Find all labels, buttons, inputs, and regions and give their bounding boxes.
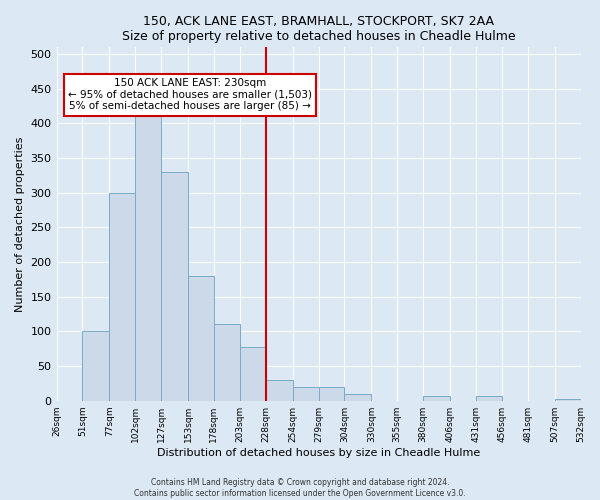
Bar [319,387,344,400]
Bar [293,387,319,400]
Y-axis label: Number of detached properties: Number of detached properties [15,136,25,312]
Bar [240,348,266,401]
Bar [423,396,450,400]
Bar [188,276,214,400]
Bar [214,324,240,400]
Bar [109,192,135,400]
X-axis label: Distribution of detached houses by size in Cheadle Hulme: Distribution of detached houses by size … [157,448,480,458]
Bar [266,380,293,400]
Title: 150, ACK LANE EAST, BRAMHALL, STOCKPORT, SK7 2AA
Size of property relative to de: 150, ACK LANE EAST, BRAMHALL, STOCKPORT,… [122,15,515,43]
Bar [161,172,188,400]
Bar [344,394,371,400]
Bar [135,116,161,401]
Text: Contains HM Land Registry data © Crown copyright and database right 2024.
Contai: Contains HM Land Registry data © Crown c… [134,478,466,498]
Bar [554,398,581,400]
Bar [476,396,502,400]
Bar [82,332,109,400]
Text: 150 ACK LANE EAST: 230sqm
← 95% of detached houses are smaller (1,503)
5% of sem: 150 ACK LANE EAST: 230sqm ← 95% of detac… [68,78,312,112]
